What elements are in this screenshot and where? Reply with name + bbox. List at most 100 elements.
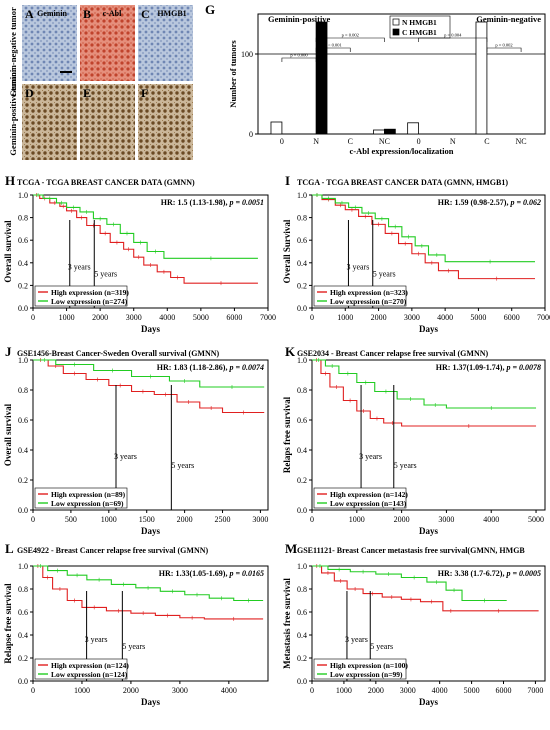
p-value: p = 0.0051 [228,198,264,207]
legend-label: High expression (n=124) [51,661,129,670]
year-marker-label: 3 years [85,635,108,644]
survival-curve [33,194,258,284]
y-tick-label: 0.6 [297,608,307,617]
y-tick-label: 0.2 [297,654,307,663]
legend-label: Low expression (n=124) [51,670,128,679]
x-axis-label: Days [419,324,438,334]
plot-title: GSE2034 - Breast Cancer relapse free sur… [297,349,488,358]
legend-label: Low expression (n=99) [330,670,403,679]
legend-box [34,285,128,307]
plot-title: TCGA - TCGA BREAST CANCER DATA (GMNN) [17,178,195,187]
x-tick-label: 0 [280,137,284,146]
y-axis-label: Relapse free survival [3,583,13,664]
panel-label-L: L [5,541,14,556]
x-tick-label: 2000 [371,313,387,322]
x-axis-label: Days [141,697,160,707]
x-axis-label: Days [141,324,160,334]
legend-box [34,658,128,680]
x-tick-label: 0 [310,515,314,524]
x-tick-label: 0 [31,515,35,524]
x-tick-label: N [450,137,456,146]
x-tick-label: 7000 [260,313,276,322]
survival-curve [33,565,264,602]
x-tick-label: 6000 [226,313,242,322]
micrograph-A [22,5,77,81]
x-tick-label: 0 [417,137,421,146]
y-tick-label: 0.2 [18,654,28,663]
y-tick-label: 0.8 [297,214,307,223]
p-value: p = 0.0005 [505,569,541,578]
y-tick-label: 0.8 [297,585,307,594]
x-tick-label: 0 [310,686,314,695]
panel-label-K: K [285,344,296,359]
significance-bracket [418,37,488,42]
x-tick-label: 2000 [394,515,410,524]
legend-box [313,285,407,307]
hazard-ratio-label: HR: 3.38 (1.7-6.72), p = 0.0005 [438,569,541,578]
y-tick-label: 1.0 [297,356,307,365]
hazard-ratio-label: HR: 1.59 (0.98-2.57), p = 0.062 [438,198,541,207]
p-value-label: p = 0.002 [495,43,512,48]
x-tick-label: 1000 [59,313,75,322]
plot-title: GSE11121- Breast Cancer metastasis free … [297,546,525,555]
x-tick-label: 6000 [504,313,520,322]
y-tick-label: 0.6 [297,416,307,425]
bar-hmgb1 [475,21,488,135]
y-tick-label: 0.4 [297,259,307,268]
y-tick-label: 0.8 [18,214,28,223]
y-axis-label: Overall Survival [282,219,292,283]
x-tick-label: 0 [31,686,35,695]
y-tick-label: 0.4 [297,631,307,640]
y-tick-label: 0.2 [18,476,28,485]
significance-bracket [486,47,522,52]
x-tick-label: 3000 [400,686,416,695]
x-tick-label: 7000 [537,313,550,322]
x-tick-label: 0 [310,313,314,322]
legend-label: N HMGB1 [402,18,437,27]
hr-value: HR: 3.38 (1.7-6.72), [438,569,507,578]
x-tick-label: 2000 [177,515,193,524]
x-axis-label: c-Abl expression/localization [350,146,454,156]
micrograph-F [138,84,193,160]
legend-label: Low expression (n=274) [51,297,128,306]
legend-swatch [392,18,400,26]
y-axis-label: Overall survival [3,220,13,283]
x-tick-label: 3000 [252,515,268,524]
p-value-label: p = 0.002 [342,33,359,38]
panel-label-M: M [285,541,297,556]
x-tick-label: 1000 [337,313,353,322]
year-marker-label: 5 years [171,461,194,470]
y-tick-label: 0.4 [18,259,28,268]
year-marker-label: 5 years [394,461,417,470]
x-axis-label: Days [419,526,438,536]
col-title: HMGB1 [157,9,186,18]
year-marker-label: 5 years [373,269,396,278]
y-tick-label: 0.4 [297,446,307,455]
x-tick-label: 6000 [496,686,512,695]
legend-label: Low expression (n=143) [330,499,407,508]
y-tick-label: 0.4 [18,446,28,455]
plot-title: GSE4922 - Breast Cancer relapse free sur… [17,546,208,555]
y-axis-label: Number of tumors [228,40,238,108]
group-title: Geminin-negative [476,14,541,24]
plot-frame [311,359,546,511]
micrograph-panels: Geminin-negative tumor Geminin-positive … [8,5,193,160]
y-tick-label: 0.6 [18,608,28,617]
p-value-label: p = 0.004 [444,33,462,38]
hr-value: HR: 1.5 (1.13-1.98), [161,198,230,207]
y-tick-label: 0.0 [18,304,28,313]
plot-frame [32,359,269,511]
y-tick-label: 0 [249,130,253,139]
survival-curve [312,565,539,612]
panel-label-C: C [141,7,150,21]
y-axis-label: Relaps free survival [282,396,292,473]
micro-row-label: Geminin-positive tumor [8,68,18,155]
y-tick-label: 0.2 [297,281,307,290]
bar-hmgb1 [407,122,419,135]
legend-label: Low expression (n=270) [330,297,407,306]
y-tick-label: 0.2 [297,476,307,485]
x-tick-label: 4000 [221,686,237,695]
x-tick-label: 1000 [101,515,117,524]
group-title: Geminin-positive [268,14,331,24]
legend-label: High expression (n=100) [330,661,408,670]
